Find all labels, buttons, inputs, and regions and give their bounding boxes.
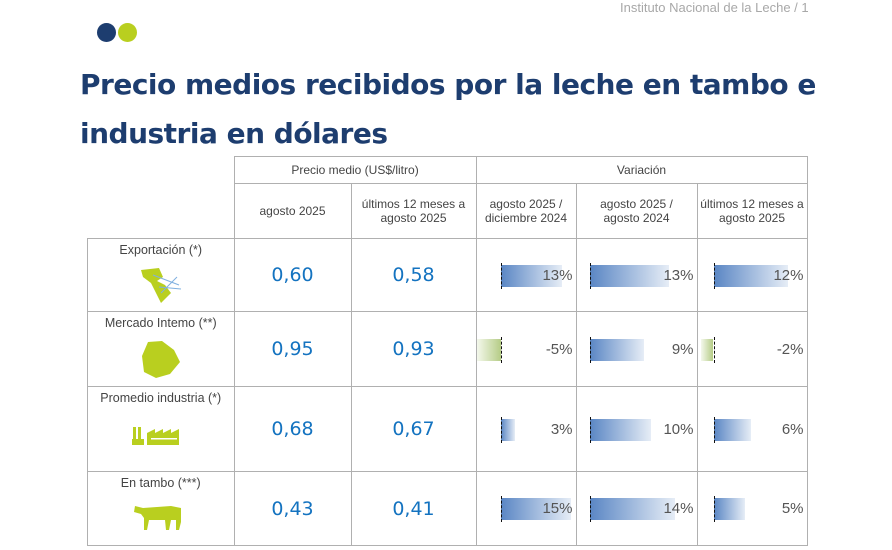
lime-dot-icon [118,23,137,42]
bar-axis [500,336,502,363]
variation-label: -5% [545,340,573,358]
col-header: agosto 2025 / diciembre 2024 [475,183,577,239]
page-title: Precio medios recibidos por la leche en … [80,68,816,150]
data-bar [589,498,675,520]
row-label-cell: En tambo (***) [87,471,235,546]
data-bar [477,338,501,361]
latin-america-map-icon [88,265,234,308]
bar-axis [713,336,715,363]
uruguay-map-icon [88,338,234,383]
variation-cell: 12% [696,238,808,312]
table-row: Mercado Intemo (**) 0,95 0,93 -5% 9% -2% [87,311,808,387]
variation-label: 3% [550,420,573,438]
bar-axis [589,496,591,522]
bar-axis [713,416,715,443]
bar-axis [500,496,502,522]
variation-cell: 5% [696,471,808,546]
row-label: En tambo (***) [120,476,201,490]
bar-axis [589,262,591,289]
variation-label: 13% [663,266,694,284]
col-header: últimos 12 meses a agosto 2025 [350,183,477,239]
variation-label: 5% [781,500,804,517]
col-header: últimos 12 meses a agosto 2025 [696,183,808,239]
data-bar [713,264,788,287]
price-value: 0,60 [233,238,352,312]
price-value: 0,68 [233,386,352,472]
table-row: En tambo (***) 0,43 0,41 15% 14% 5% [87,471,808,546]
row-label: Mercado Intemo (**) [104,316,217,330]
variation-label: 14% [663,500,694,517]
bar-axis [500,416,502,443]
price-12m-value: 0,58 [350,238,477,312]
variation-cell: -2% [696,311,808,387]
bar-axis [713,496,715,522]
col-header: agosto 2025 [233,183,352,239]
variation-label: 12% [773,266,804,284]
data-bar [589,338,645,361]
corner [88,157,235,184]
variation-cell: 13% [475,238,577,312]
variation-cell: 3% [475,386,577,472]
price-table: Precio medio (US$/litro) Variación agost… [87,156,808,546]
table-row: Exportación (*) 0,60 0,58 13% 13% 12% [87,238,808,312]
watermark: Instituto Nacional de la Leche / 1 [620,0,809,15]
price-value: 0,95 [233,311,352,387]
cow-icon [88,498,234,535]
navy-dot-icon [97,23,116,42]
variation-label: 13% [542,266,573,284]
factory-icon [88,423,234,450]
bar-axis [589,336,591,363]
data-bar [500,418,515,441]
row-label-cell: Promedio industria (*) [87,386,235,472]
bar-axis [713,262,715,289]
data-bar [589,418,651,441]
variation-cell: 13% [575,238,698,312]
data-bar [713,418,751,441]
variation-label: -2% [776,340,804,358]
variation-cell: 10% [575,386,698,472]
price-12m-value: 0,41 [350,471,477,546]
table-row: Promedio industria (*) 0,68 0,67 3% 10% … [87,386,808,472]
variation-label: 10% [663,420,694,438]
variation-cell: 15% [475,471,577,546]
row-label-cell: Mercado Intemo (**) [87,311,235,387]
data-bar [500,264,562,287]
variation-cell: -5% [475,311,577,387]
variation-label: 9% [671,340,694,358]
data-bar [589,264,669,287]
price-group-header: Precio medio (US$/litro) [233,156,477,184]
price-value: 0,43 [233,471,352,546]
bar-axis [589,416,591,443]
variation-cell: 14% [575,471,698,546]
variation-label: 15% [542,500,573,517]
variation-cell: 9% [575,311,698,387]
data-bar [701,338,714,361]
row-label: Exportación (*) [119,243,203,257]
variation-group-header: Variación [475,156,808,184]
price-12m-value: 0,93 [350,311,477,387]
variation-cell: 6% [696,386,808,472]
price-12m-value: 0,67 [350,386,477,472]
row-label: Promedio industria (*) [100,391,222,405]
corner2 [88,184,235,239]
data-bar [713,498,745,520]
variation-label: 6% [781,420,804,438]
col-header: agosto 2025 / agosto 2024 [575,183,698,239]
row-label-cell: Exportación (*) [87,238,235,312]
data-bar [500,498,571,520]
bar-axis [500,262,502,289]
